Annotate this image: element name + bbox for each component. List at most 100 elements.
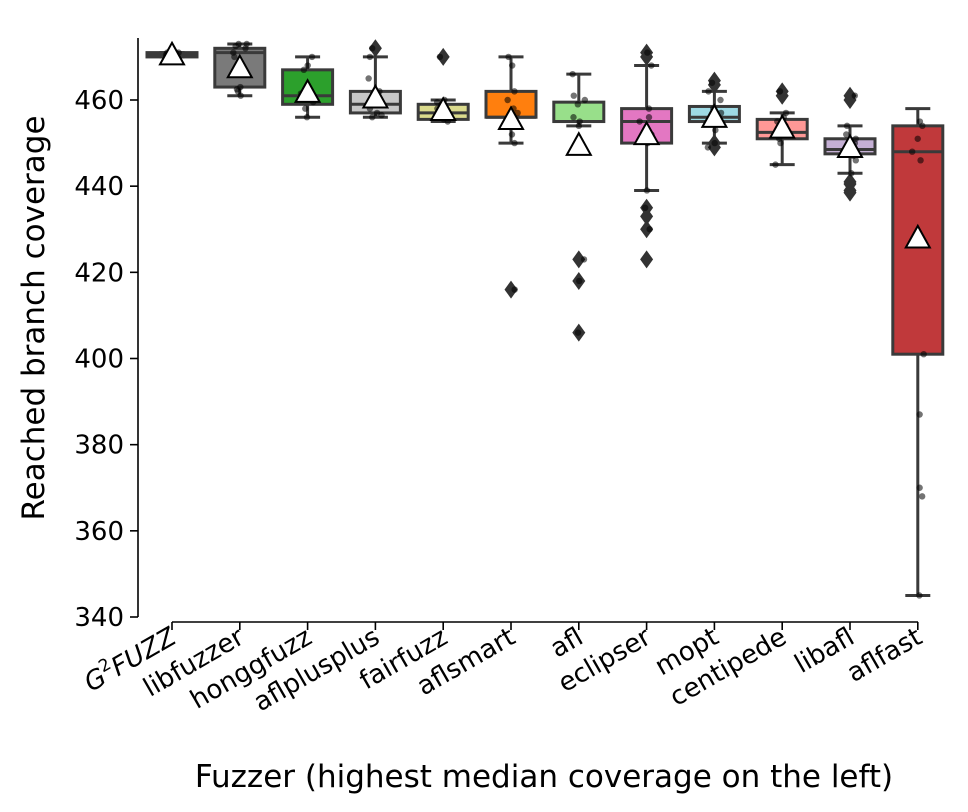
data-point [843, 131, 850, 138]
y-tick-label: 420 [74, 258, 124, 288]
box-group [891, 107, 945, 599]
data-point [436, 53, 444, 61]
data-point [916, 411, 923, 418]
data-point [574, 329, 582, 336]
mean-marker [429, 96, 457, 121]
data-point [848, 170, 855, 177]
data-point [505, 53, 512, 61]
data-point [366, 53, 374, 61]
data-point [916, 118, 924, 125]
mean-marker [768, 113, 796, 139]
outlier-diamond [640, 250, 654, 269]
data-point [920, 350, 927, 358]
x-tick-label: aflfast [842, 622, 927, 689]
data-point [576, 277, 583, 285]
outlier-diamond [504, 280, 518, 299]
data-point [852, 135, 860, 142]
data-point [570, 92, 577, 99]
box-group [281, 53, 335, 121]
data-point [717, 96, 724, 104]
data-point [433, 98, 441, 106]
y-axis-title: Reached branch coverage [16, 115, 52, 520]
y-tick-label: 460 [74, 86, 124, 116]
mean-marker [565, 131, 593, 156]
mean-marker [226, 53, 254, 79]
box-group [348, 39, 402, 121]
outlier-diamond [436, 47, 450, 66]
y-tick-label: 360 [74, 517, 124, 547]
data-point [511, 139, 518, 147]
mean-marker [158, 40, 186, 66]
outlier-diamond [843, 183, 857, 202]
data-point [230, 49, 237, 56]
data-point [508, 131, 516, 138]
data-point [511, 286, 518, 293]
data-point [302, 105, 309, 112]
data-point [708, 79, 716, 86]
box-group [687, 71, 741, 157]
data-point [508, 62, 516, 69]
data-point [365, 75, 372, 82]
data-point [570, 114, 577, 121]
data-point [308, 53, 316, 61]
mean-marker [293, 78, 322, 103]
data-point [645, 105, 653, 112]
data-point [645, 114, 653, 121]
box-group [552, 70, 606, 342]
y-tick-label: 380 [74, 431, 124, 461]
data-point [712, 126, 719, 134]
box-group [213, 40, 267, 99]
y-tick-label: 440 [74, 172, 124, 202]
data-point [373, 109, 381, 117]
data-point [581, 96, 589, 104]
mean-marker [836, 133, 864, 158]
data-point [776, 88, 784, 95]
data-point [916, 484, 923, 491]
data-point [918, 493, 926, 500]
data-point [369, 114, 376, 121]
outlier-diamond [640, 207, 654, 226]
box-group [620, 43, 674, 269]
data-point [914, 135, 921, 142]
mean-marker [361, 83, 390, 109]
data-point [782, 109, 790, 117]
data-point [648, 62, 655, 69]
data-point [705, 88, 712, 95]
data-point [772, 161, 779, 168]
data-point [237, 83, 244, 91]
data-point [646, 226, 653, 233]
data-point [300, 66, 308, 74]
data-point [243, 40, 250, 48]
outlier-diamond [368, 39, 382, 58]
data-point [235, 40, 242, 48]
y-tick-label: 400 [74, 345, 124, 375]
box-group [416, 47, 470, 125]
data-point [917, 157, 924, 164]
data-point [636, 118, 643, 125]
data-point [580, 256, 588, 263]
plot-area [145, 39, 945, 599]
data-point [704, 144, 712, 151]
mean-marker [497, 105, 525, 130]
data-point [851, 92, 858, 99]
data-point [644, 49, 651, 56]
x-axis-title: Fuzzer (highest median coverage on the l… [195, 759, 893, 795]
mean-marker [904, 223, 932, 249]
data-point [711, 139, 718, 147]
data-point [569, 70, 576, 78]
box-group [823, 86, 877, 202]
mean-marker [700, 103, 729, 128]
data-point [643, 187, 651, 194]
box-group [484, 53, 538, 299]
box-group [755, 82, 809, 168]
data-point [843, 122, 851, 130]
data-point [916, 592, 923, 599]
data-point [908, 148, 916, 155]
y-tick-label: 340 [74, 603, 124, 633]
outlier-diamond [572, 250, 586, 269]
box-group [145, 40, 199, 66]
data-point [576, 118, 583, 125]
mean-marker [632, 120, 661, 146]
data-point [511, 88, 518, 95]
